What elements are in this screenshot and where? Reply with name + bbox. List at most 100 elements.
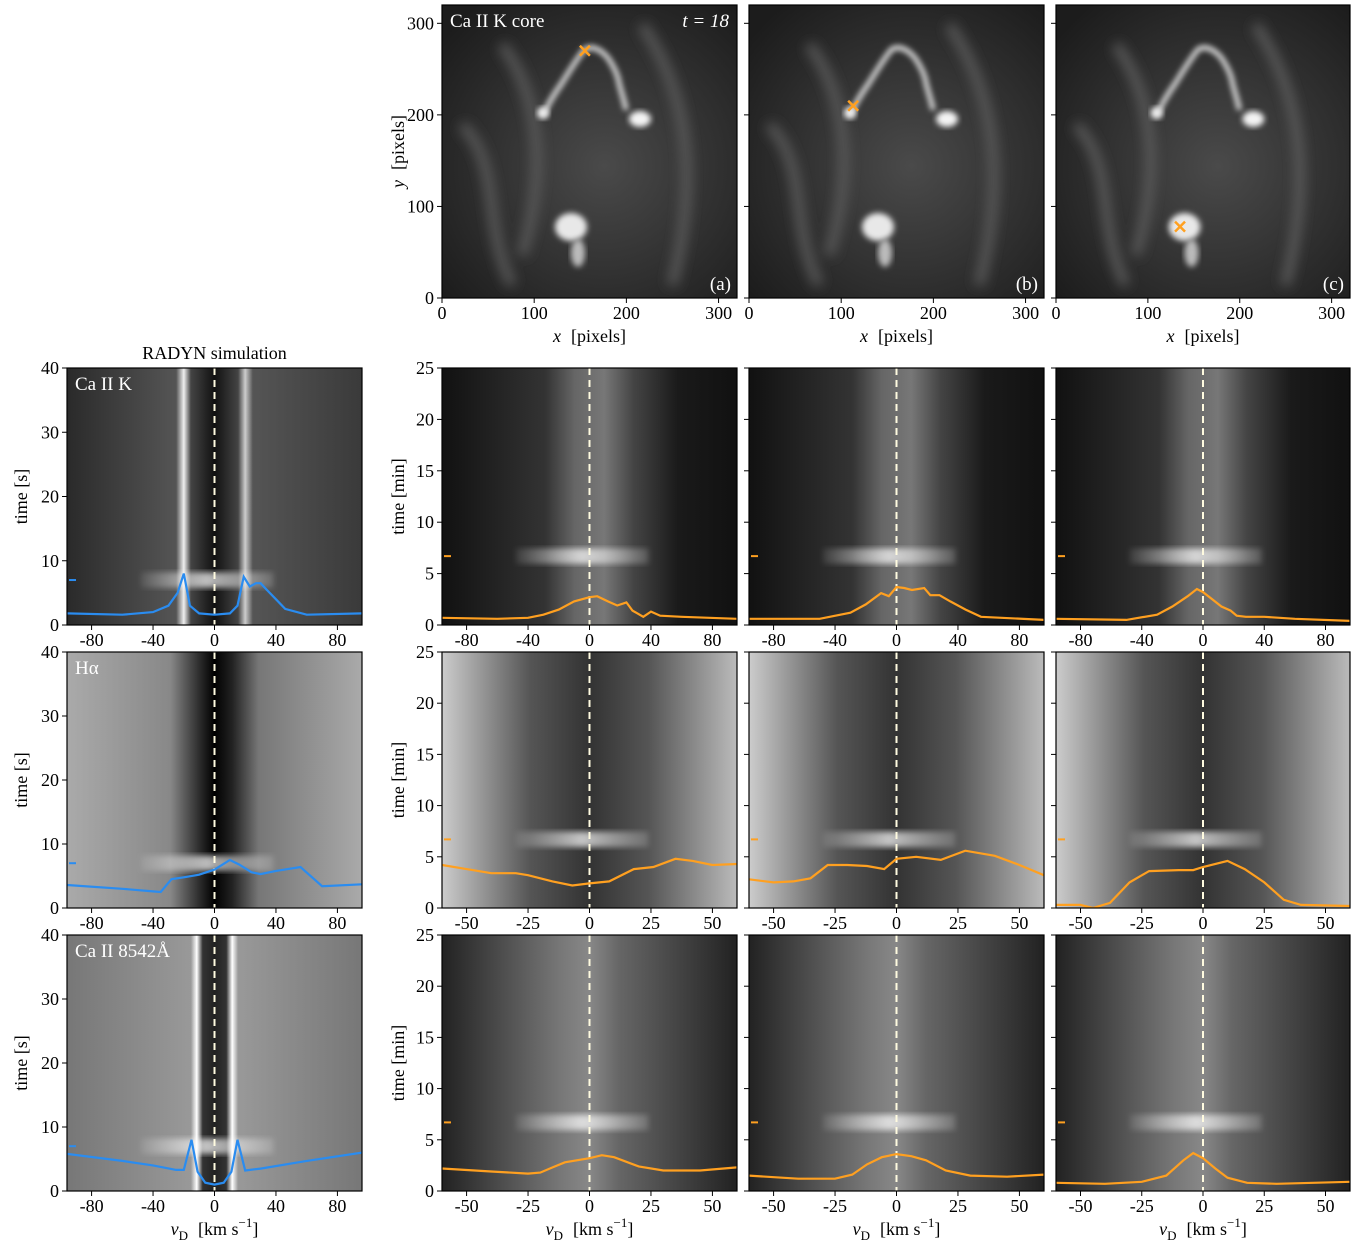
panel: [67, 652, 362, 908]
x-tick-label: -40: [141, 1196, 165, 1216]
x-tick-label: 25: [1255, 913, 1273, 933]
x-tick-label: 0: [585, 630, 594, 650]
x-tick-label: 25: [642, 1196, 660, 1216]
x-tick-label: 50: [1010, 1196, 1028, 1216]
x-tick-label: 50: [1010, 913, 1028, 933]
label-part: −1: [921, 1215, 935, 1230]
x-tick-label: 40: [267, 913, 285, 933]
x-tick-label: -80: [455, 630, 479, 650]
x-tick-label: 200: [1226, 303, 1253, 323]
x-tick-label: 80: [703, 630, 721, 650]
x-tick-label: 25: [949, 1196, 967, 1216]
label-part: D: [1167, 1228, 1176, 1243]
x-tick-label: -80: [1069, 630, 1093, 650]
flare-stripe: [140, 855, 274, 871]
x-tick-label: -25: [516, 913, 540, 933]
label-part: [pixels]: [878, 326, 933, 346]
axis-label: time [min]: [388, 458, 408, 534]
label-part: v: [546, 1219, 554, 1239]
y-tick-label: 15: [416, 744, 434, 764]
panel: [1056, 652, 1350, 908]
flare-stripe: [822, 548, 956, 564]
x-tick-label: 25: [949, 913, 967, 933]
x-tick-label: -50: [1069, 913, 1093, 933]
axis-label: time [min]: [388, 1025, 408, 1101]
y-tick-label: 40: [41, 925, 59, 945]
axis-label: vD [km s−1]: [853, 1215, 941, 1243]
y-tick-label: 10: [41, 1117, 59, 1137]
y-tick-label: 5: [425, 847, 434, 867]
y-tick-label: 0: [50, 1181, 59, 1201]
axis-label: vD [km s−1]: [1159, 1215, 1247, 1243]
axis-label: x [pixels]: [552, 326, 626, 346]
x-tick-label: -50: [1069, 1196, 1093, 1216]
x-tick-label: 0: [585, 1196, 594, 1216]
panel: [1056, 935, 1350, 1191]
label-part: −1: [239, 1215, 253, 1230]
image: [749, 5, 1044, 298]
x-tick-label: -25: [823, 1196, 847, 1216]
y-tick-label: 0: [425, 898, 434, 918]
panel: [749, 935, 1044, 1191]
x-tick-label: 200: [920, 303, 947, 323]
x-tick-label: 80: [1010, 630, 1028, 650]
x-tick-label: 200: [613, 303, 640, 323]
y-tick-label: 25: [416, 925, 434, 945]
y-tick-label: 20: [41, 770, 59, 790]
profile-line: [749, 849, 1044, 884]
flare-stripe: [1129, 831, 1262, 848]
axis-label: time [s]: [11, 469, 31, 525]
x-tick-label: 40: [1255, 630, 1273, 650]
label-part: x: [1166, 326, 1175, 346]
x-tick-label: 300: [1012, 303, 1039, 323]
panel: [442, 652, 737, 908]
label-part: ]: [252, 1219, 258, 1239]
panel-frame: [748, 4, 1045, 299]
x-tick-label: 80: [1317, 630, 1335, 650]
profile-line: [67, 573, 362, 616]
panel: [67, 935, 362, 1191]
label-part: [pixels]: [1185, 326, 1240, 346]
label-part: x: [859, 326, 868, 346]
marker: [579, 44, 591, 57]
marker: [1174, 220, 1186, 233]
x-tick-label: 40: [267, 1196, 285, 1216]
profile-line: [67, 1139, 362, 1186]
x-tick-label: 100: [1134, 303, 1161, 323]
y-tick-label: 25: [416, 642, 434, 662]
y-tick-label: 0: [50, 615, 59, 635]
axis-label: vD [km s−1]: [171, 1215, 259, 1243]
x-tick-label: 100: [521, 303, 548, 323]
x-tick-label: 100: [828, 303, 855, 323]
label-part: [km s: [198, 1219, 239, 1239]
flare-stripe: [1129, 548, 1262, 564]
y-tick-label: 20: [41, 487, 59, 507]
x-tick-label: -40: [516, 630, 540, 650]
x-tick-label: -80: [762, 630, 786, 650]
axis-label: x [pixels]: [859, 326, 933, 346]
x-tick-label: 0: [438, 303, 447, 323]
panel: [749, 652, 1044, 908]
y-tick-label: 5: [425, 564, 434, 584]
y-tick-label: 10: [416, 796, 434, 816]
x-tick-label: -80: [80, 630, 104, 650]
flare-stripe: [515, 548, 649, 564]
flare-stripe: [515, 1114, 649, 1131]
axis-label: time [s]: [11, 752, 31, 808]
x-tick-label: 0: [892, 1196, 901, 1216]
x-tick-label: -50: [762, 913, 786, 933]
panel-annotation: t = 18: [682, 11, 729, 32]
label-part: v: [853, 1219, 861, 1239]
x-tick-label: 25: [642, 913, 660, 933]
label-part: [pixels]: [571, 326, 626, 346]
panel: [1056, 368, 1350, 625]
y-tick-label: 30: [41, 989, 59, 1009]
y-tick-label: 15: [416, 1027, 434, 1047]
x-tick-label: 300: [705, 303, 732, 323]
label-part: v: [1159, 1219, 1167, 1239]
label-part: −1: [614, 1215, 628, 1230]
label-part: D: [179, 1228, 188, 1243]
profile-line: [442, 857, 737, 887]
panel-letter: (c): [1323, 274, 1344, 295]
flare-stripe: [822, 831, 956, 848]
